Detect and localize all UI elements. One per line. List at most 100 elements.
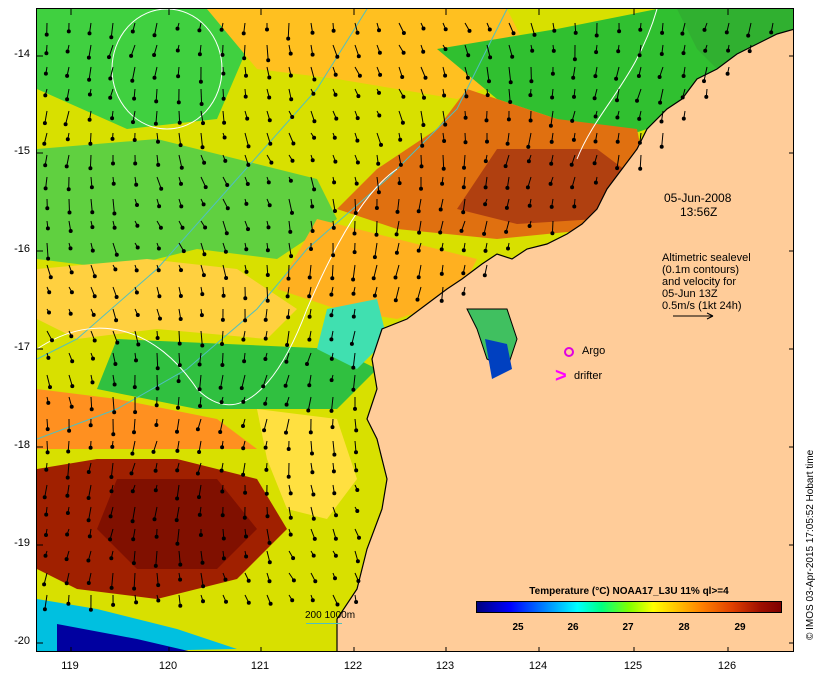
- velocity-arrow: [155, 550, 158, 566]
- velocity-arrow-head: [43, 186, 48, 191]
- velocity-arrow-head: [175, 26, 180, 31]
- velocity-arrow: [243, 44, 246, 59]
- velocity-arrow: [352, 264, 356, 280]
- velocity-arrow-head: [421, 26, 426, 31]
- velocity-arrow-head: [265, 514, 270, 519]
- velocity-arrow-head: [504, 229, 509, 234]
- colorbar-tick-label: 25: [512, 622, 524, 633]
- velocity-arrow-head: [201, 202, 206, 207]
- velocity-arrow-head: [266, 225, 271, 230]
- velocity-arrow-head: [508, 80, 513, 85]
- velocity-arrow: [288, 264, 290, 279]
- velocity-arrow-head: [152, 517, 157, 522]
- velocity-arrow-head: [246, 162, 251, 167]
- velocity-arrow-head: [218, 385, 223, 390]
- velocity-arrow-head: [91, 312, 96, 317]
- velocity-arrow-head: [503, 164, 508, 169]
- velocity-arrow-head: [88, 166, 93, 171]
- velocity-arrow-head: [197, 387, 202, 392]
- velocity-arrow-head: [290, 158, 295, 163]
- velocity-arrow-head: [44, 467, 49, 472]
- velocity-arrow: [46, 264, 52, 278]
- longitude-tick-label: 125: [623, 660, 643, 672]
- velocity-arrow: [178, 154, 183, 168]
- velocity-arrow-head: [243, 318, 248, 323]
- velocity-arrow-head: [483, 248, 488, 253]
- velocity-arrow: [376, 220, 378, 235]
- velocity-arrow-head: [44, 51, 49, 56]
- velocity-arrow-head: [334, 116, 339, 121]
- velocity-arrow: [550, 110, 554, 126]
- velocity-arrow: [332, 198, 336, 212]
- velocity-arrow-head: [659, 144, 664, 149]
- velocity-arrow-head: [291, 141, 296, 146]
- velocity-arrow-head: [356, 579, 361, 583]
- velocity-arrow-head: [616, 49, 621, 54]
- velocity-arrow-head: [284, 430, 288, 435]
- velocity-arrow: [551, 220, 554, 234]
- velocity-arrow-head: [354, 468, 359, 473]
- velocity-arrow-head: [310, 204, 315, 209]
- velocity-arrow-head: [203, 225, 208, 230]
- velocity-arrow: [483, 220, 488, 235]
- velocity-arrow-head: [267, 75, 272, 80]
- velocity-arrow-head: [246, 578, 251, 583]
- velocity-arrow: [88, 44, 92, 58]
- velocity-arrow-head: [179, 181, 183, 186]
- velocity-arrow-head: [291, 556, 296, 561]
- velocity-arrow-head: [50, 338, 54, 343]
- velocity-arrow-head: [307, 337, 312, 342]
- velocity-arrow: [178, 550, 181, 565]
- velocity-arrow-head: [88, 423, 93, 428]
- velocity-arrow-head: [111, 161, 115, 166]
- velocity-arrow-head: [156, 583, 161, 588]
- latitude-tick-label: -14: [14, 48, 30, 60]
- velocity-arrow: [108, 44, 114, 58]
- velocity-arrow-head: [90, 210, 95, 215]
- velocity-arrow-head: [241, 399, 246, 404]
- velocity-arrow-head: [43, 553, 48, 558]
- velocity-arrow-head: [615, 139, 620, 144]
- velocity-arrow-head: [353, 406, 357, 411]
- velocity-arrow-head: [288, 51, 293, 56]
- velocity-arrow-head: [69, 404, 74, 409]
- velocity-arrow-head: [176, 379, 181, 384]
- velocity-arrow-head: [312, 536, 317, 541]
- longitude-tick-label: 123: [435, 660, 455, 672]
- velocity-arrow-head: [200, 560, 205, 565]
- velocity-arrow-head: [329, 408, 334, 413]
- velocity-arrow-head: [246, 144, 251, 149]
- velocity-arrow-head: [132, 96, 137, 101]
- velocity-arrow-head: [87, 534, 92, 539]
- velocity-arrow-head: [90, 248, 95, 253]
- velocity-arrow: [417, 286, 422, 300]
- velocity-arrow-head: [305, 362, 309, 366]
- altimetry-note: Altimetric sealevel (0.1m contours) and ve…: [662, 252, 751, 312]
- velocity-arrow-head: [638, 166, 643, 171]
- velocity-arrow-head: [219, 400, 224, 405]
- velocity-arrow: [221, 330, 224, 345]
- velocity-arrow-head: [329, 356, 334, 361]
- velocity-arrow: [354, 198, 357, 214]
- velocity-arrow-head: [333, 536, 338, 541]
- velocity-arrow: [442, 154, 445, 169]
- velocity-arrow-head: [310, 470, 315, 475]
- velocity-arrow-head: [267, 203, 272, 208]
- velocity-arrow-head: [135, 203, 139, 207]
- velocity-arrow: [486, 44, 491, 58]
- velocity-arrow-head: [443, 122, 448, 127]
- velocity-arrow-head: [221, 556, 226, 561]
- velocity-arrow-head: [290, 210, 294, 215]
- velocity-arrow-head: [467, 28, 472, 33]
- velocity-arrow-head: [69, 290, 74, 295]
- velocity-arrow-head: [614, 76, 619, 81]
- velocity-arrow-head: [510, 54, 515, 59]
- velocity-arrow: [200, 132, 203, 148]
- velocity-arrow-head: [110, 136, 115, 141]
- velocity-arrow: [67, 462, 70, 478]
- velocity-arrow: [747, 22, 752, 36]
- velocity-arrow-head: [86, 55, 91, 60]
- sst-map[interactable]: [36, 8, 794, 652]
- velocity-arrow-head: [45, 226, 50, 231]
- velocity-arrow-head: [90, 380, 95, 385]
